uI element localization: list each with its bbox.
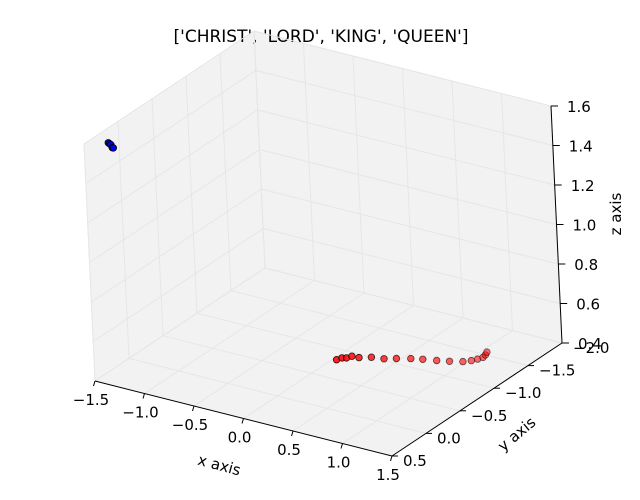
z-gridline-left [94,267,266,382]
data-point-series-1 [109,144,117,152]
z-gridline-back [259,149,557,225]
x-tick [291,430,294,437]
y-gridline-floor [128,357,427,434]
x-tick [93,380,96,387]
y-axis-line [391,342,563,457]
z-tick-label: 1.0 [573,217,597,235]
data-point-series-2 [483,348,491,356]
x-gridline-floor [144,280,315,394]
x-axis-label: x axis [196,451,243,480]
x-tick-label: −1.5 [73,391,109,409]
z-gridline-back [257,109,555,186]
x-gridline-floor [243,305,414,419]
y-tick-label: −1.5 [539,362,575,380]
x-tick-label: 0.5 [277,441,301,459]
x-tick [390,455,393,462]
data-point-series-2 [445,357,454,365]
z-gridline-back [264,267,563,344]
z-tick-label: 0.4 [578,335,602,353]
x-tick-label: −0.5 [172,416,208,434]
y-tick-label: −2.0 [573,339,609,357]
z-gridline-back [261,188,559,265]
z-gridline-left [91,188,262,303]
data-point-series-2 [419,355,427,363]
data-point-series-2 [433,356,441,365]
y-gridline-floor [162,335,461,412]
x-tick [340,443,343,449]
data-point-series-2 [459,357,467,366]
x-gridline-floor [193,292,365,407]
data-point-series-2 [355,353,363,362]
data-point-series-2 [348,352,356,360]
data-point-series-2 [392,354,401,363]
z-gridline-left [85,70,257,184]
y-gridline-floor [196,312,495,389]
z-tick-label: 0.8 [574,256,598,274]
x-tick-label: 1.5 [376,466,400,484]
z-gridline-back [253,30,552,107]
z-gridline-back [263,228,561,304]
data-point-series-2 [367,353,376,361]
z-tick-label: 1.4 [569,138,593,156]
x-tick [192,405,195,412]
chart-title: ['CHRIST', 'LORD', 'KING', 'QUEEN'] [174,27,469,47]
y-tick-label: 0.0 [437,429,461,447]
y-tick-label: −0.5 [471,407,507,425]
z-tick-label: 0.6 [576,296,600,314]
x-tick-label: 0.0 [228,429,252,447]
x-tick-label: 1.0 [327,454,351,472]
data-point-series-2 [407,354,415,363]
z-axis-label: z axis [607,192,625,235]
y-gridline-floor [230,290,529,367]
z-tick-label: 1.6 [567,98,591,116]
data-point-series-2 [380,355,388,363]
z-gridline-left [89,149,260,263]
y-tick-label: −1.0 [505,384,541,402]
data-point-series-2 [467,356,475,365]
x-tick-label: −1.0 [122,404,158,422]
z-gridline-left [87,109,258,224]
x-gridline-floor [342,330,513,444]
z-gridline-left [83,30,255,145]
x-gridline-floor [292,317,464,432]
x-tick [142,393,145,399]
x-tick [241,418,244,424]
z-tick-label: 1.2 [571,177,595,195]
z-gridline-back [255,70,553,146]
z-gridline-left [92,228,264,342]
y-tick-label: 0.5 [403,452,427,470]
